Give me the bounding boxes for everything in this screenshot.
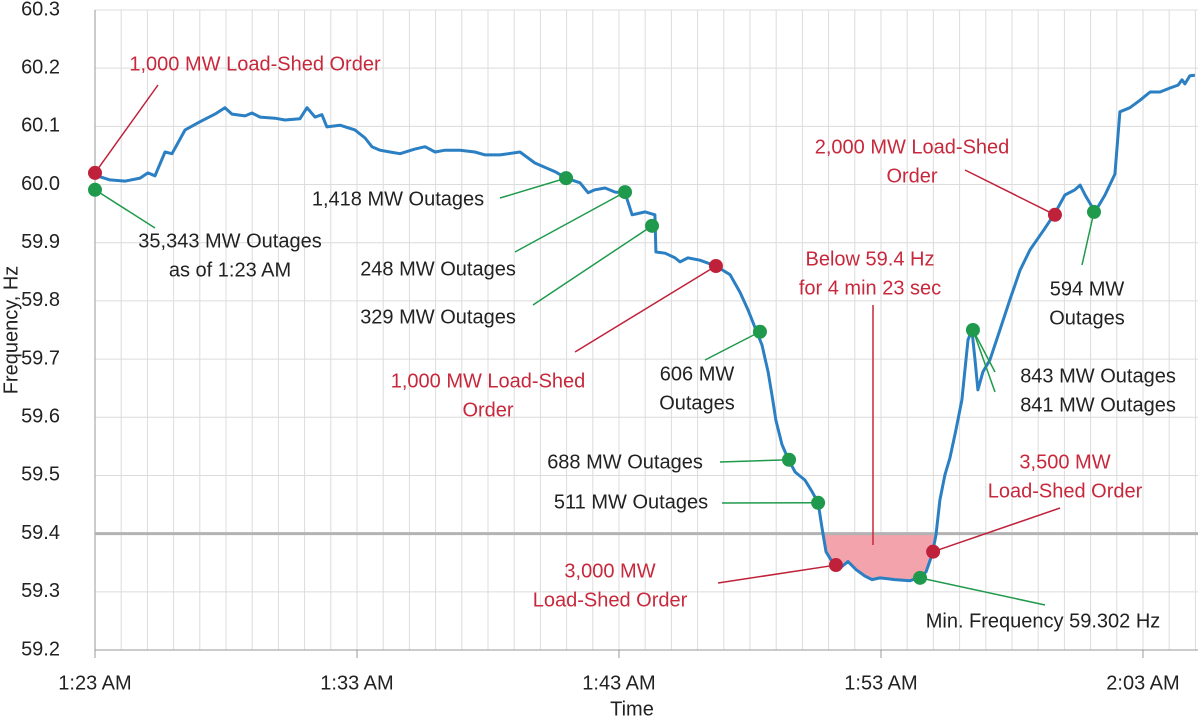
y-tick-label: 59.4 bbox=[21, 522, 60, 544]
event-marker bbox=[559, 171, 574, 186]
annotation-text: 1,000 MW Load-Shed bbox=[391, 370, 586, 392]
event-marker bbox=[752, 324, 767, 339]
annotation-text: 843 MW Outages bbox=[1020, 365, 1176, 387]
y-tick-label: 59.8 bbox=[21, 289, 60, 311]
event-marker bbox=[88, 165, 102, 180]
annotation-text: Order bbox=[886, 165, 937, 187]
y-tick-label: 60.0 bbox=[21, 173, 60, 195]
annotation-connector bbox=[574, 265, 717, 353]
annotation-text: 2,000 MW Load-Shed bbox=[815, 136, 1010, 158]
annotation-text: 1,000 MW Load-Shed Order bbox=[129, 53, 381, 75]
annotation-connector bbox=[532, 225, 653, 306]
annotation-connector bbox=[972, 329, 996, 393]
annotation-connector bbox=[704, 331, 761, 361]
y-tick-label: 60.2 bbox=[21, 56, 60, 78]
event-marker bbox=[88, 182, 102, 197]
event-marker bbox=[645, 218, 660, 233]
x-tick-label: 2:03 AM bbox=[1106, 672, 1179, 694]
y-axis-title: Frequency, Hz bbox=[0, 266, 22, 395]
annotation-text: 594 MW bbox=[1050, 278, 1125, 300]
annotation-text: 688 MW Outages bbox=[547, 451, 703, 473]
y-tick-label: 59.6 bbox=[21, 406, 60, 428]
annotation-text: 511 MW Outages bbox=[554, 491, 708, 513]
annotation-text: as of 1:23 AM bbox=[169, 259, 291, 281]
annotation-connector bbox=[717, 564, 837, 584]
y-tick-label: 60.3 bbox=[21, 0, 60, 20]
y-tick-label: 60.1 bbox=[21, 115, 60, 137]
y-tick-label: 59.7 bbox=[21, 347, 60, 369]
x-tick-label: 1:33 AM bbox=[320, 672, 393, 694]
annotation-text: Load-Shed Order bbox=[988, 480, 1143, 502]
grid bbox=[94, 9, 1198, 651]
x-tick-label: 1:43 AM bbox=[582, 672, 655, 694]
annotation-text: Load-Shed Order bbox=[533, 589, 688, 611]
y-tick-label: 59.3 bbox=[21, 580, 60, 602]
annotation-connector bbox=[719, 458, 790, 463]
annotations: 1,000 MW Load-Shed Order 35,343 MW Outage… bbox=[94, 53, 1176, 632]
x-axis-title: Time bbox=[610, 698, 654, 720]
x-tick-label: 1:23 AM bbox=[58, 672, 131, 694]
event-marker bbox=[782, 452, 797, 467]
event-marker bbox=[926, 544, 941, 559]
annotation-text: Outages bbox=[1049, 307, 1125, 329]
annotation-connector bbox=[94, 84, 159, 174]
annotation-connector bbox=[964, 169, 1056, 216]
threshold-label: Below 59.4 Hz bbox=[806, 248, 935, 270]
annotation-connector bbox=[919, 577, 1046, 606]
event-marker bbox=[1047, 207, 1062, 222]
event-marker bbox=[1086, 204, 1101, 219]
annotation-connector bbox=[1081, 211, 1095, 266]
annotation-text: Order bbox=[462, 399, 513, 421]
x-tick-label: 1:53 AM bbox=[844, 672, 917, 694]
event-marker bbox=[811, 495, 826, 510]
below-threshold-area bbox=[822, 533, 937, 581]
y-tick-label: 59.2 bbox=[21, 638, 60, 660]
annotation-text: 35,343 MW Outages bbox=[138, 230, 321, 252]
event-marker bbox=[618, 185, 633, 200]
annotation-text: 3,500 MW bbox=[1019, 451, 1110, 473]
annotation-text: 606 MW bbox=[660, 363, 735, 385]
annotation-text: 1,418 MW Outages bbox=[312, 188, 484, 210]
y-tick-label: 59.9 bbox=[21, 231, 60, 253]
y-tick-label: 59.5 bbox=[21, 464, 60, 486]
frequency-line bbox=[94, 73, 1196, 583]
threshold-label: for 4 min 23 sec bbox=[799, 277, 941, 299]
annotation-connector bbox=[94, 189, 156, 229]
annotation-connector bbox=[514, 191, 626, 253]
annotation-text: 841 MW Outages bbox=[1020, 394, 1176, 416]
annotation-text: 3,000 MW bbox=[564, 560, 655, 582]
annotation-text: 248 MW Outages bbox=[360, 258, 516, 280]
annotation-text: 329 MW Outages bbox=[360, 306, 516, 328]
event-marker bbox=[913, 570, 928, 585]
event-marker bbox=[965, 323, 980, 337]
annotation-connector bbox=[499, 177, 567, 199]
annotation-connector bbox=[932, 507, 1061, 553]
annotation-connector bbox=[972, 329, 996, 373]
annotation-text: Min. Frequency 59.302 Hz bbox=[926, 610, 1161, 632]
event-marker bbox=[828, 558, 843, 573]
event-marker bbox=[708, 259, 723, 273]
annotation-text: Outages bbox=[659, 392, 735, 414]
